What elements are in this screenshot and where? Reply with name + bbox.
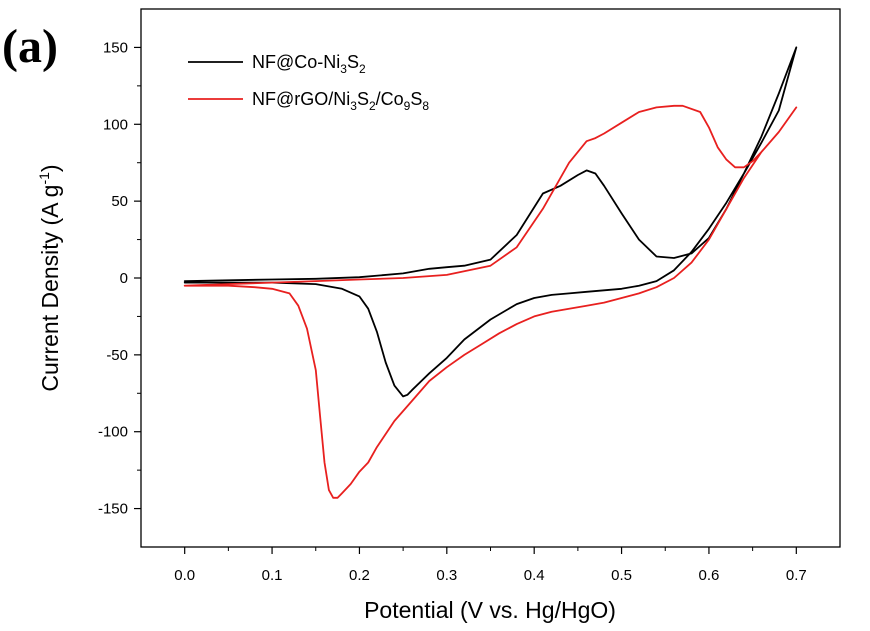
legend-label-2: NF@rGO/Ni3S2/Co9S8 <box>252 89 429 113</box>
legend-label-part: 2 <box>369 99 376 113</box>
y-axis-title-close: ) <box>37 164 63 172</box>
legend-label-part: /Co <box>376 89 404 109</box>
series-line-2 <box>183 104 798 499</box>
x-tick-label: 0.6 <box>699 567 720 584</box>
y-tick-label: -100 <box>98 424 128 441</box>
legend-label-part: 3 <box>340 62 347 76</box>
panel-label: (a) <box>2 20 58 73</box>
legend-label-part: 8 <box>422 99 429 113</box>
series-lines <box>183 46 798 499</box>
x-axis-title: Potential (V vs. Hg/HgO) <box>364 597 616 623</box>
y-axis-title-main: Current Density (A g <box>37 185 63 392</box>
series-line-1 <box>183 46 798 398</box>
x-tick-label: 0.0 <box>174 567 195 584</box>
x-tick-label: 0.1 <box>262 567 283 584</box>
legend-label-part: S <box>357 89 369 109</box>
y-axis-title-sup: -1 <box>36 172 52 185</box>
legend-label-part: NF@rGO/Ni <box>252 89 350 109</box>
y-tick-label: -50 <box>106 347 128 364</box>
legend-label-part: S <box>347 52 359 72</box>
x-tick-label: 0.7 <box>786 567 807 584</box>
legend-label-part: S <box>410 89 422 109</box>
y-tick-label: 150 <box>103 39 128 56</box>
legend-label-part: 9 <box>404 99 411 113</box>
plot-frame <box>140 8 841 548</box>
legend-label-part: NF@Co-Ni <box>252 52 340 72</box>
x-axis: 0.0 0.1 0.2 0.3 0.4 0.5 0.6 0.7 <box>174 547 807 584</box>
y-tick-label: 0 <box>120 270 128 287</box>
y-tick-label: -150 <box>98 501 128 518</box>
x-tick-label: 0.3 <box>436 567 457 584</box>
x-tick-label: 0.5 <box>611 567 632 584</box>
x-tick-label: 0.4 <box>524 567 545 584</box>
x-tick-label: 0.2 <box>349 567 370 584</box>
legend-label-1: NF@Co-Ni3S2 <box>252 52 366 76</box>
legend-label-part: 2 <box>359 62 366 76</box>
y-tick-label: 100 <box>103 116 128 133</box>
y-axis-title: Current Density (A g-1) <box>36 164 63 391</box>
y-tick-label: 50 <box>111 193 128 210</box>
legend-label-part: 3 <box>350 99 357 113</box>
y-axis: -150 -100 -50 0 50 100 150 <box>98 39 141 518</box>
